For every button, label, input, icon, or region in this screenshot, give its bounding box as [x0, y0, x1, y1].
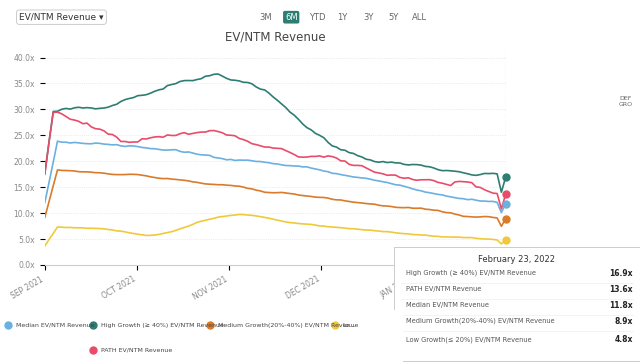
Text: High Growth (≥ 40%) EV/NTM Revenue: High Growth (≥ 40%) EV/NTM Revenue — [101, 323, 223, 327]
Text: February 23, 2022: February 23, 2022 — [478, 255, 556, 264]
Text: DEF
GRO: DEF GRO — [619, 96, 633, 107]
Text: 13.6x: 13.6x — [609, 285, 632, 294]
Text: PATH EV/NTM Revenue: PATH EV/NTM Revenue — [406, 286, 481, 292]
Text: High Growth (≥ 40%) EV/NTM Revenue: High Growth (≥ 40%) EV/NTM Revenue — [406, 270, 536, 276]
Text: ALL: ALL — [412, 13, 427, 22]
Text: Lo…: Lo… — [343, 323, 356, 327]
Text: 16.9x: 16.9x — [609, 269, 632, 278]
Text: Medium Growth(20%-40%) EV/NTM Revenue: Medium Growth(20%-40%) EV/NTM Revenue — [406, 318, 554, 325]
Text: 4.8x: 4.8x — [614, 335, 632, 344]
Text: 3Y: 3Y — [363, 13, 373, 22]
Text: 3M: 3M — [259, 13, 272, 22]
Text: Low Growth(≤ 20%) EV/NTM Revenue: Low Growth(≤ 20%) EV/NTM Revenue — [406, 336, 532, 343]
Text: Medium Growth(20%-40%) EV/NTM Revenue: Medium Growth(20%-40%) EV/NTM Revenue — [218, 323, 358, 327]
Text: Median EV/NTM Revenue: Median EV/NTM Revenue — [406, 302, 489, 308]
Text: 11.8x: 11.8x — [609, 301, 632, 310]
Text: EV/NTM Revenue ▾: EV/NTM Revenue ▾ — [19, 13, 104, 22]
Text: PATH EV/NTM Revenue: PATH EV/NTM Revenue — [101, 347, 172, 352]
Text: 1Y: 1Y — [337, 13, 348, 22]
Text: 8.9x: 8.9x — [614, 317, 632, 326]
Text: Median EV/NTM Revenue: Median EV/NTM Revenue — [16, 323, 95, 327]
Text: 5Y: 5Y — [388, 13, 399, 22]
Text: YTD: YTD — [308, 13, 325, 22]
Title: EV/NTM Revenue: EV/NTM Revenue — [225, 30, 326, 43]
Text: 6M: 6M — [285, 13, 298, 22]
